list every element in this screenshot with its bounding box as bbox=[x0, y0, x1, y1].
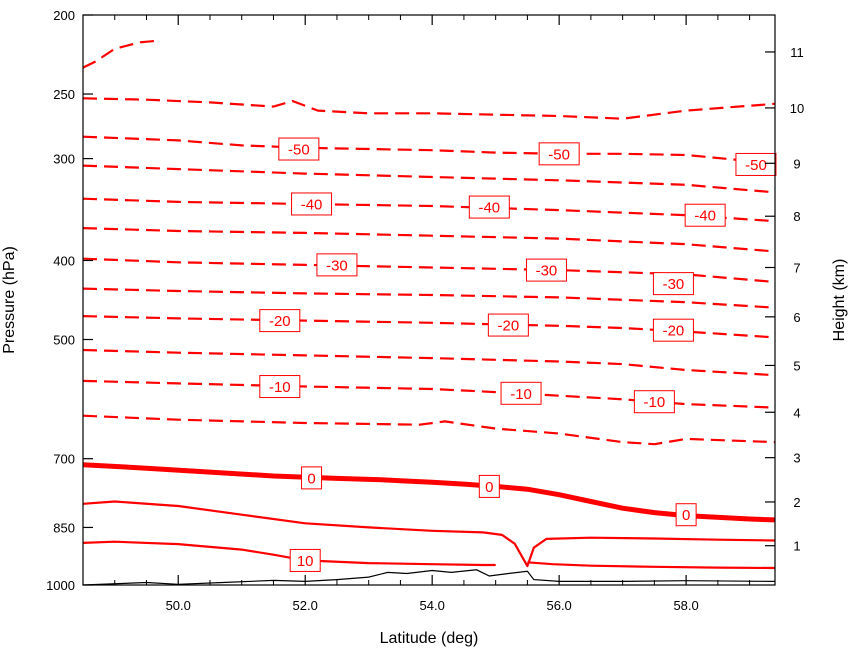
contour-label-box-15 bbox=[301, 466, 323, 490]
contour-label-box-12 bbox=[259, 375, 301, 399]
contour-label-10: -20 bbox=[498, 318, 520, 335]
contour-label-7: -30 bbox=[536, 263, 558, 280]
y-tick-label-3: 400 bbox=[53, 253, 75, 268]
contour-line-1 bbox=[83, 97, 775, 120]
contour-line-14 bbox=[83, 540, 496, 567]
y-tick-label-4: 500 bbox=[53, 333, 75, 348]
contour-label-2: -50 bbox=[745, 157, 767, 174]
contour-label-15: 0 bbox=[307, 470, 315, 487]
y2-tick-label-7: 8 bbox=[793, 209, 800, 224]
contour-label-box-5 bbox=[684, 203, 726, 227]
y2-axis-title: Height (km) bbox=[831, 259, 848, 342]
contour-line-0 bbox=[83, 39, 160, 69]
y-tick-label-2: 300 bbox=[53, 152, 75, 167]
contour-label-box-11 bbox=[652, 318, 694, 342]
contour-label-layer: -50 -50 -50 -40 -40 -40 -30 -30 -30 -20 -20 -20 -10 -… bbox=[259, 137, 777, 572]
contour-label-13: -10 bbox=[510, 386, 532, 403]
contour-label-4: -40 bbox=[478, 200, 500, 217]
contour-label-6: -30 bbox=[326, 257, 348, 274]
contour-label-box-2 bbox=[735, 152, 777, 176]
contour-label-box-10 bbox=[487, 313, 529, 337]
contour-label-box-16 bbox=[478, 474, 500, 498]
contour-label-box-18 bbox=[289, 548, 321, 572]
y-tick-label-5: 700 bbox=[53, 452, 75, 467]
contour-label-18: 10 bbox=[297, 553, 314, 570]
terrain-layer bbox=[83, 569, 775, 585]
contour-label-1: -50 bbox=[548, 146, 570, 163]
y-axis-left: 200 250 300 400 500 700 850 1000 bbox=[46, 8, 93, 593]
contour-line-7 bbox=[83, 287, 775, 309]
contour-line-9 bbox=[83, 348, 775, 377]
contour-label-3: -40 bbox=[301, 196, 323, 213]
y2-tick-label-8: 9 bbox=[793, 156, 800, 171]
y2-tick-label-3: 4 bbox=[793, 405, 800, 420]
y2-tick-label-0: 1 bbox=[793, 539, 800, 554]
contour-line-15 bbox=[527, 561, 775, 570]
contour-label-box-9 bbox=[259, 309, 301, 333]
contour-label-box-8 bbox=[652, 272, 694, 296]
x-axis-title: Latitude (deg) bbox=[380, 630, 479, 647]
contour-label-9: -20 bbox=[269, 313, 291, 330]
contour-label-11: -20 bbox=[663, 323, 685, 340]
y-tick-label-7: 1000 bbox=[46, 578, 75, 593]
contour-label-box-4 bbox=[468, 195, 510, 219]
contour-label-5: -40 bbox=[694, 208, 716, 225]
contour-label-box-6 bbox=[316, 253, 358, 277]
x-tick-label-1: 52.0 bbox=[293, 598, 318, 613]
contour-label-8: -30 bbox=[663, 276, 685, 293]
y2-tick-label-1: 2 bbox=[793, 495, 800, 510]
contour-label-box-7 bbox=[525, 258, 567, 282]
contour-label-box-0 bbox=[278, 137, 320, 161]
contour-label-box-13 bbox=[500, 381, 542, 405]
y2-tick-label-5: 6 bbox=[793, 310, 800, 325]
terrain-line bbox=[83, 569, 775, 585]
plot-frame bbox=[82, 14, 776, 586]
contour-label-17: 0 bbox=[682, 507, 690, 524]
y-axis-right: 1 2 3 4 5 6 7 8 9 10 11 bbox=[765, 45, 804, 554]
y-tick-label-0: 200 bbox=[53, 8, 75, 23]
contour-label-box-3 bbox=[291, 192, 333, 216]
contour-line-5 bbox=[83, 227, 775, 253]
contour-line-3 bbox=[83, 164, 775, 194]
y2-tick-label-6: 7 bbox=[793, 260, 800, 275]
y2-tick-label-9: 10 bbox=[790, 101, 804, 116]
y2-tick-label-10: 11 bbox=[790, 45, 804, 60]
contour-label-box-14 bbox=[633, 390, 675, 414]
contour-line-6 bbox=[83, 257, 775, 284]
contour-label-box-1 bbox=[538, 142, 580, 166]
y2-tick-label-4: 5 bbox=[793, 358, 800, 373]
contour-label-12: -10 bbox=[269, 379, 291, 396]
x-tick-label-3: 56.0 bbox=[546, 598, 571, 613]
contour-line-10 bbox=[83, 379, 775, 409]
contour-label-14: -10 bbox=[644, 394, 666, 411]
x-tick-label-0: 50.0 bbox=[166, 598, 191, 613]
x-tick-label-2: 54.0 bbox=[420, 598, 445, 613]
x-tick-label-4: 58.0 bbox=[673, 598, 698, 613]
y-axis-title: Pressure (hPa) bbox=[1, 246, 18, 354]
contour-label-box-17 bbox=[675, 503, 697, 527]
contour-label-16: 0 bbox=[485, 479, 493, 496]
contour-label-0: -50 bbox=[288, 142, 310, 159]
y-tick-label-6: 850 bbox=[53, 520, 75, 535]
contour-line-4 bbox=[83, 197, 775, 223]
y2-tick-label-2: 3 bbox=[793, 451, 800, 466]
contour-line-2 bbox=[83, 135, 775, 166]
contour-line-11 bbox=[83, 414, 775, 446]
y-tick-label-1: 250 bbox=[53, 87, 75, 102]
contour-line-13 bbox=[83, 500, 775, 568]
x-axis: 50.0 52.0 54.0 56.0 58.0 bbox=[82, 15, 751, 613]
